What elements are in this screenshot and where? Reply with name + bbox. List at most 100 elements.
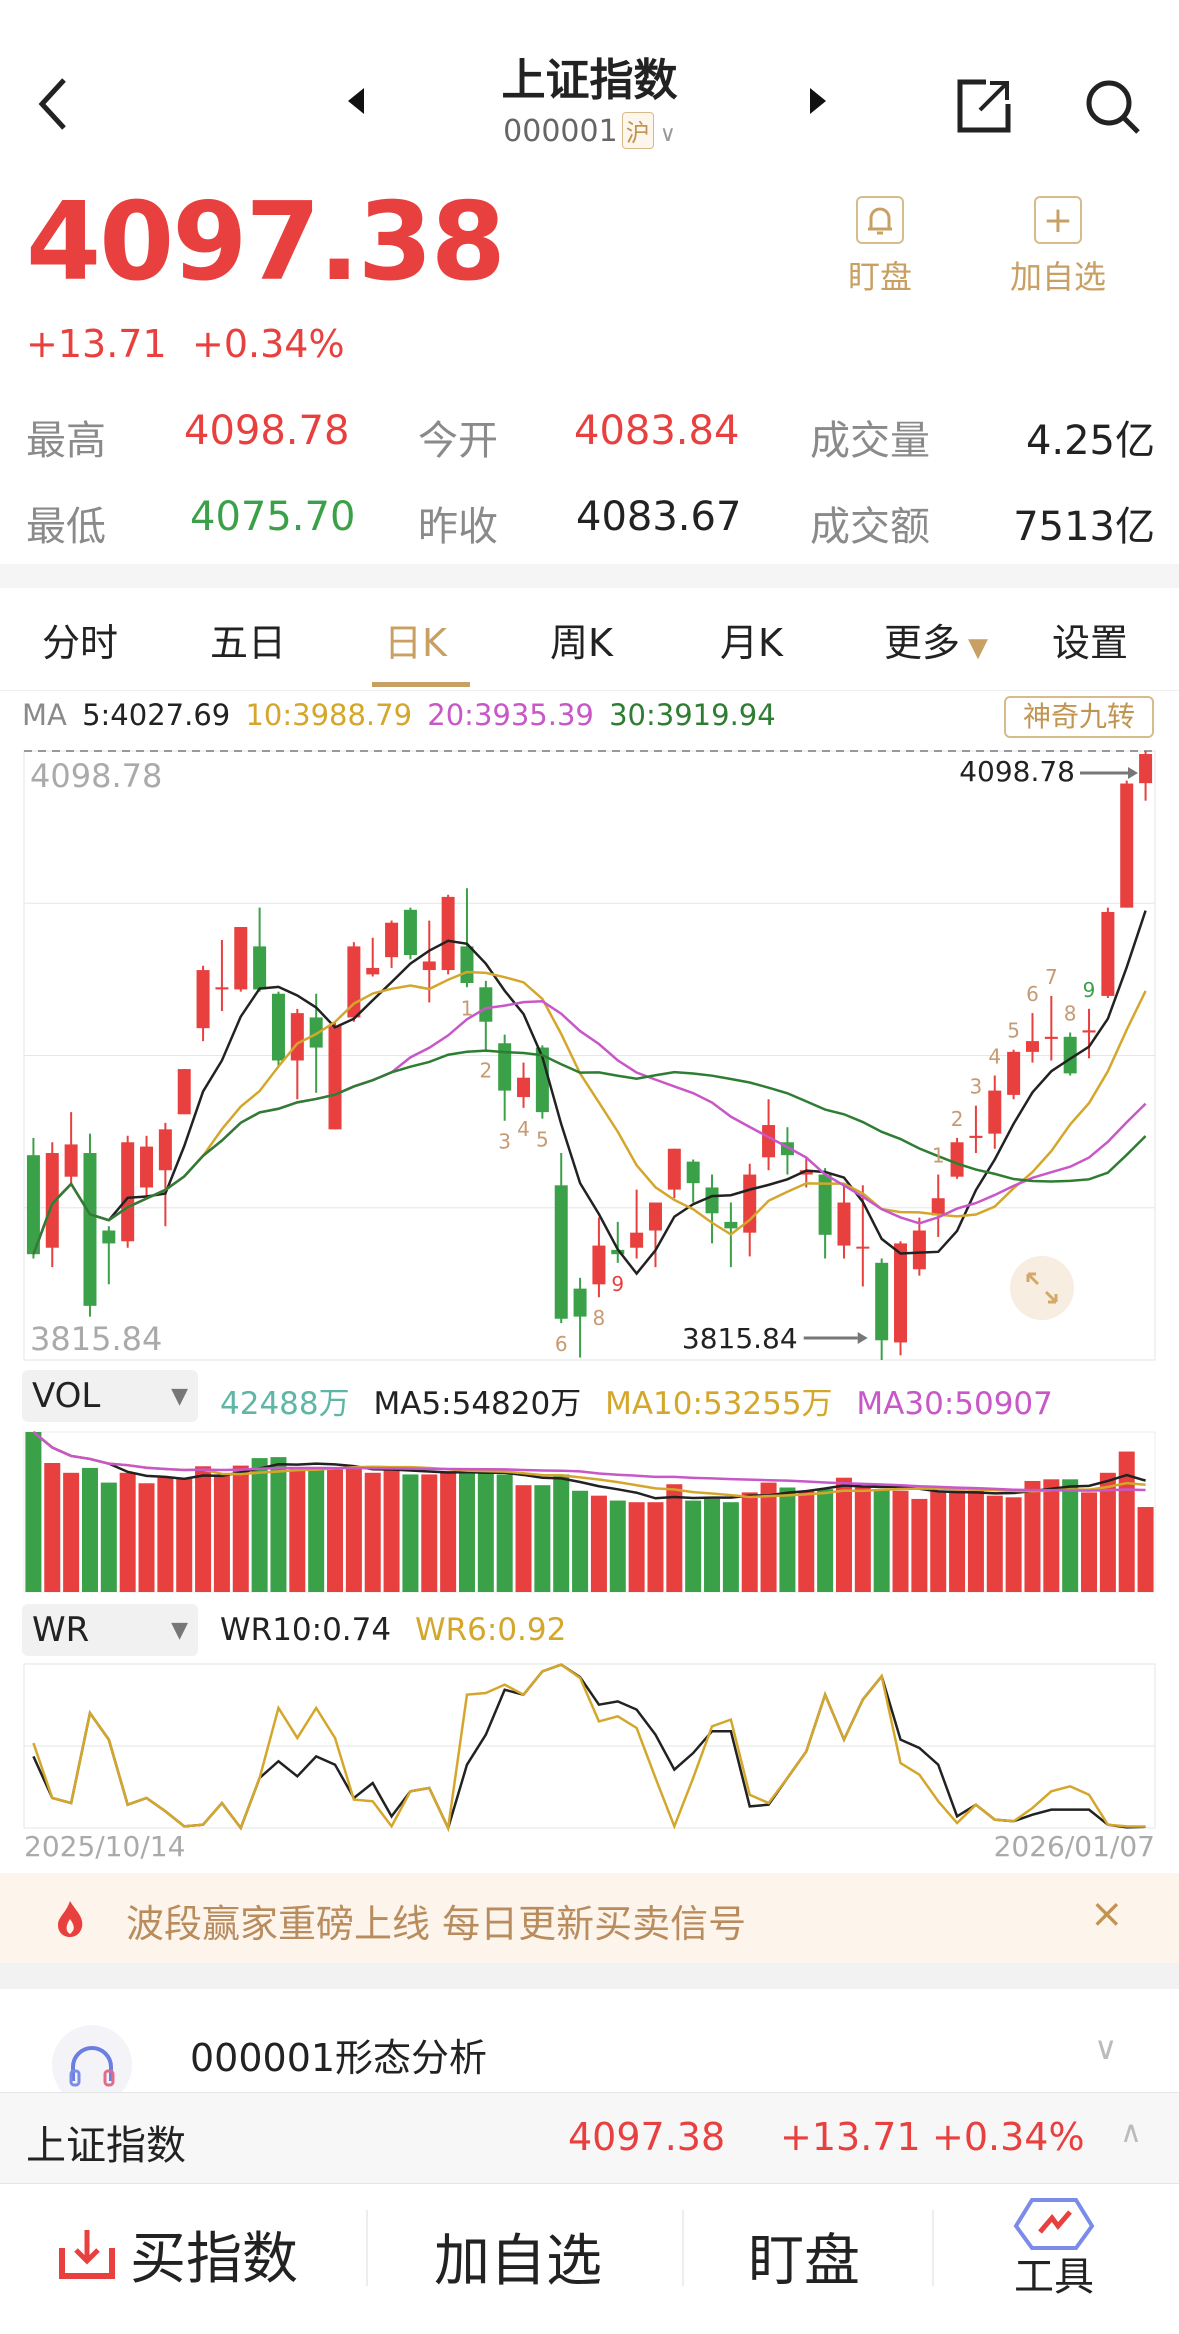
section-divider xyxy=(0,564,1179,588)
volume-bar xyxy=(779,1487,796,1592)
add-watchlist-label: 加自选 xyxy=(1009,258,1106,296)
divider xyxy=(932,2210,934,2286)
y-min-label: 3815.84 xyxy=(30,1320,162,1358)
candle-body xyxy=(931,1198,945,1216)
tab-settings[interactable]: 设置 xyxy=(1052,621,1129,665)
watch-bottom-button[interactable]: 盯盘 xyxy=(748,2229,860,2294)
candle-body xyxy=(45,1153,59,1248)
magic-nine-label: 1 xyxy=(461,996,474,1020)
flame-icon xyxy=(58,1901,83,1937)
candle-body xyxy=(875,1262,889,1341)
vol-ma5-line xyxy=(32,1431,1146,1500)
tools-icon xyxy=(1013,2198,1095,2250)
sticky-quote-bar[interactable]: 上证指数 4097.38 +13.71 +0.34% ∧ xyxy=(0,2092,1179,2184)
tab-intraday[interactable]: 分时 xyxy=(42,621,119,665)
tab-more[interactable]: 更多 ▼ xyxy=(884,612,988,667)
magic-nine-button[interactable]: 神奇九转 xyxy=(1004,696,1154,738)
ma5-value: 5:4027.69 xyxy=(82,698,231,732)
next-stock-button[interactable] xyxy=(806,86,830,120)
tools-label: 工具 xyxy=(1014,2254,1094,2300)
watch-button[interactable]: 盯盘 xyxy=(836,196,924,298)
stat-value-low: 4075.70 xyxy=(190,494,356,540)
volume-bar xyxy=(157,1477,174,1592)
candle-body xyxy=(83,1153,97,1306)
chevron-down-icon: ∨ xyxy=(659,122,676,147)
candlestick-chart[interactable]: 1234567891234567894098.783815.844098.783… xyxy=(0,745,1179,1370)
min-price-marker: 3815.84 xyxy=(682,1322,798,1355)
ma5-line xyxy=(32,910,1147,1276)
volume-bar xyxy=(515,1485,532,1592)
volume-bar xyxy=(1005,1497,1022,1592)
promo-banner[interactable]: 波段赢家重磅上线 每日更新买卖信号 × xyxy=(0,1873,1179,1963)
magic-nine-label: 5 xyxy=(536,1128,549,1152)
tab-more-label: 更多 xyxy=(884,621,961,665)
stock-code-selector[interactable]: 000001 沪 ∨ xyxy=(0,112,1179,149)
x-axis-end-date: 2026/01/07 xyxy=(993,1830,1155,1863)
tab-monthly-k[interactable]: 月K xyxy=(720,621,783,665)
volume-bar xyxy=(572,1490,589,1592)
volume-bar xyxy=(496,1474,513,1592)
candle-body xyxy=(1063,1036,1077,1074)
add-watchlist-bottom-button[interactable]: 加自选 xyxy=(434,2229,602,2294)
magic-nine-label: 8 xyxy=(593,1306,606,1330)
tools-button[interactable]: 工具 xyxy=(1004,2196,1104,2306)
volume-bar xyxy=(440,1471,457,1592)
wr6-line xyxy=(32,1663,1146,1832)
candle-body xyxy=(517,1077,531,1098)
candle-body xyxy=(1082,1030,1096,1033)
stat-label-prev-close: 昨收 xyxy=(418,504,498,550)
back-button[interactable] xyxy=(30,74,74,134)
add-watchlist-button[interactable]: + 加自选 xyxy=(1000,196,1116,298)
candle-body xyxy=(535,1047,549,1113)
magic-nine-label: 7 xyxy=(1045,965,1058,989)
tab-weekly-k[interactable]: 周K xyxy=(550,621,613,665)
expand-chart-button[interactable] xyxy=(1010,1256,1074,1320)
candle-body xyxy=(1007,1051,1021,1095)
candle-body xyxy=(196,970,210,1029)
candle-body xyxy=(969,1135,983,1138)
wr-indicator-dropdown[interactable]: WR ▼ xyxy=(22,1604,198,1656)
volume-bar xyxy=(590,1495,607,1592)
volume-bar xyxy=(176,1477,193,1592)
prev-stock-button[interactable] xyxy=(344,86,368,120)
stat-label-volume: 成交量 xyxy=(810,418,930,464)
candle-body xyxy=(573,1288,587,1317)
candle-body xyxy=(705,1187,719,1214)
chevron-down-icon[interactable]: ∨ xyxy=(1094,2029,1118,2067)
magic-nine-label: 1 xyxy=(932,1144,945,1168)
candle-body xyxy=(988,1090,1002,1134)
vol-ma30-line xyxy=(32,1431,1146,1492)
candle-body xyxy=(1139,754,1153,784)
share-button[interactable] xyxy=(956,78,1012,138)
watch-label: 盯盘 xyxy=(847,258,912,296)
volume-bar xyxy=(930,1490,947,1592)
candle-body xyxy=(1101,911,1115,996)
search-button[interactable] xyxy=(1084,78,1142,140)
volume-chart xyxy=(23,1431,1156,1593)
stat-label-low: 最低 xyxy=(26,504,106,550)
pattern-analysis-row[interactable]: 000001形态分析 ∨ xyxy=(0,1989,1179,2105)
wr-chart xyxy=(23,1663,1156,1832)
volume-bar xyxy=(402,1474,419,1592)
expand-icon xyxy=(1026,1272,1058,1304)
volume-bar xyxy=(873,1489,890,1592)
sticky-change-percent: +0.34% xyxy=(932,2115,1085,2159)
divider xyxy=(366,2210,368,2286)
tab-daily-k[interactable]: 日K xyxy=(384,621,447,665)
candle-body xyxy=(856,1246,870,1249)
magic-nine-label: 9 xyxy=(611,1272,624,1296)
buy-index-button[interactable]: 买指数 xyxy=(58,2210,318,2292)
chevron-up-icon[interactable]: ∧ xyxy=(1120,2115,1142,2150)
candle-body xyxy=(648,1202,662,1231)
ma-prefix: MA xyxy=(22,698,67,732)
tab-five-day[interactable]: 五日 xyxy=(210,621,287,665)
volume-bar xyxy=(854,1487,871,1592)
volume-bar xyxy=(195,1466,212,1592)
banner-close-button[interactable]: × xyxy=(1090,1891,1124,1937)
vol-indicator-dropdown[interactable]: VOL ▼ xyxy=(22,1370,198,1422)
volume-bar xyxy=(232,1465,249,1592)
ma20-line xyxy=(32,1000,1147,1255)
volume-bar xyxy=(458,1471,475,1592)
caret-down-icon: ▼ xyxy=(968,633,989,663)
volume-bar xyxy=(1062,1479,1079,1592)
